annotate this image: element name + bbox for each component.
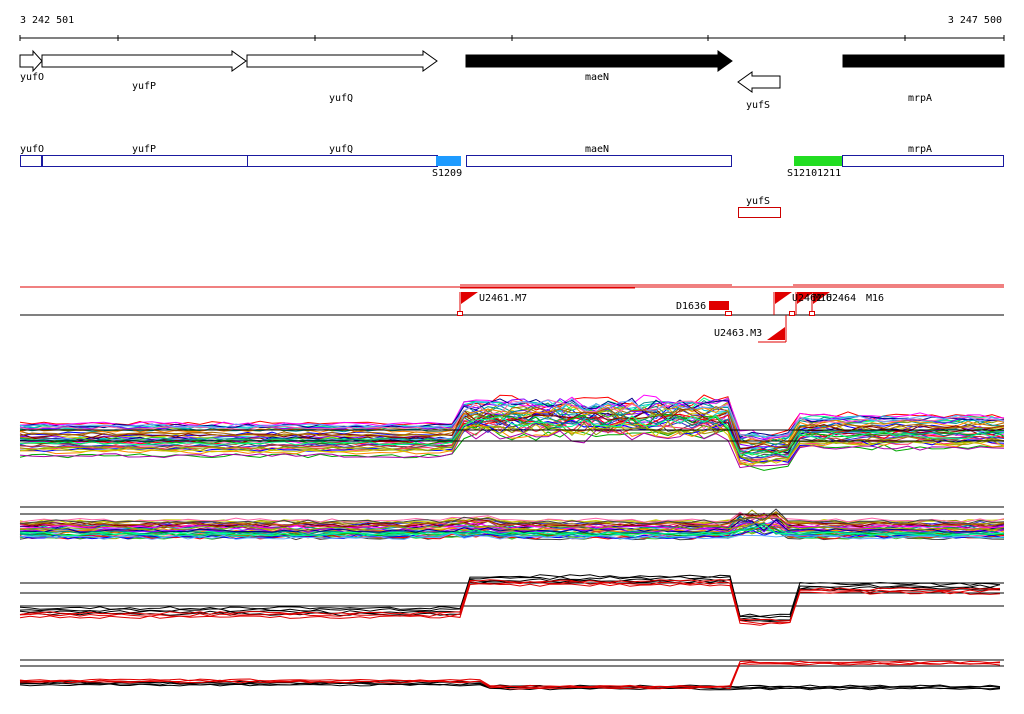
promoter-label-U2461: U2461.M7 — [479, 293, 527, 304]
promoter-flag-U2461[interactable] — [461, 292, 478, 304]
tiling-trace — [19, 508, 1005, 525]
promoter-flag-D1636[interactable] — [709, 301, 729, 310]
start-coordinate: 3 242 501 — [20, 15, 74, 26]
gene-arrow-yufS[interactable] — [737, 71, 781, 93]
promoter-label-U2463: U2463.M3 — [714, 328, 762, 339]
tiling-trace — [19, 394, 1004, 440]
strand-trace-red — [19, 579, 1001, 622]
gene-label-yufP: yufP — [132, 81, 156, 92]
gene-label-yufS: yufS — [746, 100, 770, 111]
strand-trace-red — [19, 661, 1000, 689]
annot-label-yufP: yufP — [132, 144, 156, 155]
annot-label-yufQ: yufQ — [329, 144, 353, 155]
strand-trace-red — [19, 583, 1001, 626]
tiling-trace — [19, 421, 1005, 464]
annot-label-maeN: maeN — [585, 144, 609, 155]
tiling-trace — [19, 398, 1005, 438]
annot-label-yufO: yufO — [20, 144, 44, 155]
tiling-trace — [19, 427, 1005, 469]
promoter-flag-U2462[interactable] — [775, 292, 792, 304]
gene-label-maeN: maeN — [585, 72, 609, 83]
strand-trace-black — [19, 576, 1001, 619]
feature-S1209-box[interactable] — [436, 156, 461, 166]
tiling-trace — [19, 406, 1005, 452]
tiling-trace — [19, 512, 1005, 528]
promoter-label-U2462: U2462 — [792, 293, 822, 304]
tiling-trace — [19, 415, 1005, 458]
tiling-trace — [19, 532, 1005, 541]
promoter-label-U2464: U2464 — [826, 293, 856, 304]
promoter-flag-M16-a[interactable] — [797, 292, 814, 304]
gene-arrow-yufQ[interactable] — [246, 50, 438, 72]
gene-label-mrpA: mrpA — [908, 93, 932, 104]
tiling-trace — [19, 510, 1005, 527]
feature-S12101211-box[interactable] — [794, 156, 842, 166]
gene-arrow-yufP[interactable] — [41, 50, 247, 72]
strand-trace-black — [19, 683, 1001, 691]
annot-box-yufO[interactable] — [20, 155, 42, 167]
expression-panel-strand-plus — [19, 574, 1004, 626]
feature-label-S12101211: S12101211 — [787, 168, 841, 179]
annot-box-yufQ[interactable] — [247, 155, 438, 167]
tiling-trace — [19, 522, 1005, 530]
ruler-ticks — [19, 35, 1005, 41]
strand-trace-red — [20, 662, 1001, 690]
tiling-trace — [19, 394, 1005, 438]
annot-box-maeN[interactable] — [466, 155, 732, 167]
annotation-track: yufO yufP yufQ maeN mrpA S1209 S12101211… — [20, 144, 1004, 218]
promoter-track: U2461.M7 D1636 U2463.M3 U2462 M16 U2464 … — [20, 284, 1004, 343]
promoter-label-M16-a: M16 — [814, 293, 832, 304]
strand-trace-black — [19, 682, 1001, 690]
gene-label-yufO: yufO — [20, 72, 44, 83]
end-coordinate: 3 247 500 — [948, 15, 1002, 26]
expression-panel-strand-minus — [19, 659, 1004, 691]
annot-label-yufS: yufS — [746, 196, 770, 207]
gene-arrow-yufO[interactable] — [19, 49, 43, 73]
gene-arrow-mrpA[interactable] — [842, 54, 1005, 68]
feature-label-S1209: S1209 — [432, 168, 462, 179]
promoter-label-M16-b: M16 — [866, 293, 884, 304]
tiling-trace — [19, 523, 1005, 537]
coordinate-ruler: 3 242 501 3 247 500 — [19, 15, 1005, 41]
tiling-trace — [19, 511, 1005, 523]
tiling-trace — [19, 410, 1005, 454]
gene-arrow-maeN[interactable] — [465, 50, 733, 72]
tiling-trace — [19, 406, 1005, 449]
tiling-trace — [19, 516, 1005, 531]
annot-box-yufS[interactable] — [738, 207, 781, 218]
promoter-flag-U2464[interactable] — [813, 292, 830, 304]
gene-label-yufQ: yufQ — [329, 93, 353, 104]
annot-label-mrpA: mrpA — [908, 144, 932, 155]
annot-box-yufP[interactable] — [42, 155, 248, 167]
promoter-label-D1636: D1636 — [676, 301, 706, 312]
expression-panel-tiling-2 — [19, 506, 1005, 541]
promoter-flag-U2463[interactable] — [767, 327, 785, 340]
annot-box-mrpA[interactable] — [842, 155, 1004, 167]
gene-arrows-track: yufO yufP yufQ maeN yufS mrpA — [19, 49, 1005, 111]
strand-trace-black — [19, 574, 1001, 617]
tiling-trace — [19, 398, 1005, 437]
expression-panel-tiling-1 — [19, 394, 1005, 471]
